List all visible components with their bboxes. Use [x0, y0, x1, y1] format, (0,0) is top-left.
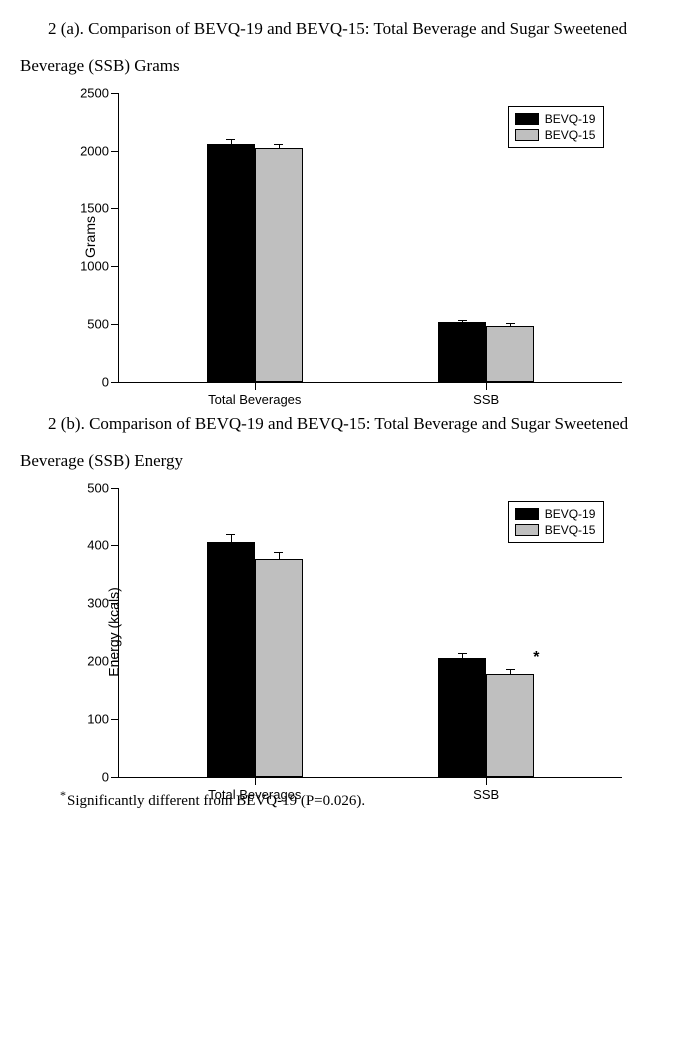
fig-a-caption: 2 (a). Comparison of BEVQ-19 and BEVQ-15… [20, 10, 670, 85]
fig-b-ytick [111, 661, 119, 662]
fig-a-ytick-label: 2500 [80, 85, 109, 100]
fig-b-chart: Energy (kcals) 0100200300400500Total Bev… [62, 488, 622, 778]
fig-b-xtick-label: SSB [473, 787, 499, 802]
fig-b-bar [207, 542, 255, 776]
fig-a-legend-swatch [515, 113, 539, 125]
fig-a-legend-label: BEVQ-15 [545, 127, 596, 143]
fig-a-ytick-label: 1500 [80, 201, 109, 216]
fig-a-ytick-label: 0 [102, 374, 109, 389]
fig-a-ytick [111, 266, 119, 267]
fig-a-xtick-label: SSB [473, 392, 499, 407]
fig-a-ytick-label: 500 [87, 316, 109, 331]
fig-a-legend-swatch [515, 129, 539, 141]
fig-b-significance-star: * [533, 649, 539, 667]
fig-b-bar [486, 674, 534, 777]
fig-b-xtick [486, 777, 487, 785]
fig-b-legend-swatch [515, 524, 539, 536]
fig-a-legend: BEVQ-19BEVQ-15 [508, 106, 605, 148]
fig-b-bar [438, 658, 486, 776]
fig-a-errorcap [458, 320, 467, 321]
fig-b-ytick [111, 719, 119, 720]
footnote-asterisk: * [60, 788, 67, 802]
fig-a-ytick [111, 93, 119, 94]
footnote: *Significantly different from BEVQ-19 (P… [60, 788, 670, 810]
fig-b-legend-label: BEVQ-19 [545, 506, 596, 522]
fig-a-bar [207, 144, 255, 382]
fig-a-errorcap [226, 139, 235, 140]
fig-b-caption: 2 (b). Comparison of BEVQ-19 and BEVQ-15… [20, 405, 670, 480]
fig-b-caption-line1: 2 (b). Comparison of BEVQ-19 and BEVQ-15… [20, 414, 628, 433]
fig-b-ytick-label: 100 [87, 711, 109, 726]
fig-a-ytick [111, 151, 119, 152]
fig-b-ytick-label: 500 [87, 480, 109, 495]
fig-a-legend-item: BEVQ-15 [515, 127, 596, 143]
fig-b-ytick-label: 400 [87, 538, 109, 553]
fig-b-legend: BEVQ-19BEVQ-15 [508, 501, 605, 543]
fig-b-legend-item: BEVQ-15 [515, 522, 596, 538]
fig-b-legend-swatch [515, 508, 539, 520]
fig-a-ytick-label: 2000 [80, 143, 109, 158]
fig-b-caption-line2: Beverage (SSB) Energy [20, 451, 183, 470]
fig-a-errorcap [274, 144, 283, 145]
fig-b-errorcap [226, 534, 235, 535]
fig-a-legend-item: BEVQ-19 [515, 111, 596, 127]
fig-a-bar [438, 322, 486, 382]
page: 2 (a). Comparison of BEVQ-19 and BEVQ-15… [0, 0, 690, 830]
fig-a-xtick [486, 382, 487, 390]
fig-a-ytick [111, 208, 119, 209]
fig-b-plot-area: Energy (kcals) 0100200300400500Total Bev… [118, 488, 622, 778]
fig-a-chart: Grams 05001000150020002500Total Beverage… [62, 93, 622, 383]
fig-a-ytick [111, 324, 119, 325]
fig-b-ytick [111, 545, 119, 546]
fig-a-errorcap [506, 323, 515, 324]
fig-a-plot-area: Grams 05001000150020002500Total Beverage… [118, 93, 622, 383]
fig-b-ytick-label: 200 [87, 653, 109, 668]
fig-b-bar [255, 559, 303, 776]
fig-b-legend-label: BEVQ-15 [545, 522, 596, 538]
fig-b-legend-item: BEVQ-19 [515, 506, 596, 522]
fig-a-bar [486, 326, 534, 382]
fig-a-legend-label: BEVQ-19 [545, 111, 596, 127]
fig-b-ytick [111, 603, 119, 604]
fig-b-ytick-label: 0 [102, 769, 109, 784]
fig-b-errorcap [274, 552, 283, 553]
fig-a-xtick-label: Total Beverages [208, 392, 301, 407]
fig-b-xtick-label: Total Beverages [208, 787, 301, 802]
fig-a-ytick [111, 382, 119, 383]
fig-a-xtick [255, 382, 256, 390]
fig-b-errorcap [458, 653, 467, 654]
fig-b-errorbar [279, 552, 280, 559]
fig-b-ytick-label: 300 [87, 596, 109, 611]
fig-b-ytick [111, 777, 119, 778]
fig-b-errorbar [231, 534, 232, 542]
fig-b-ytick [111, 488, 119, 489]
fig-b-errorcap [506, 669, 515, 670]
fig-a-ylabel: Grams [82, 216, 98, 258]
fig-b-xtick [255, 777, 256, 785]
fig-a-caption-line2: Beverage (SSB) Grams [20, 56, 180, 75]
fig-a-ytick-label: 1000 [80, 259, 109, 274]
fig-a-bar [255, 148, 303, 382]
fig-a-caption-line1: 2 (a). Comparison of BEVQ-19 and BEVQ-15… [20, 19, 627, 38]
